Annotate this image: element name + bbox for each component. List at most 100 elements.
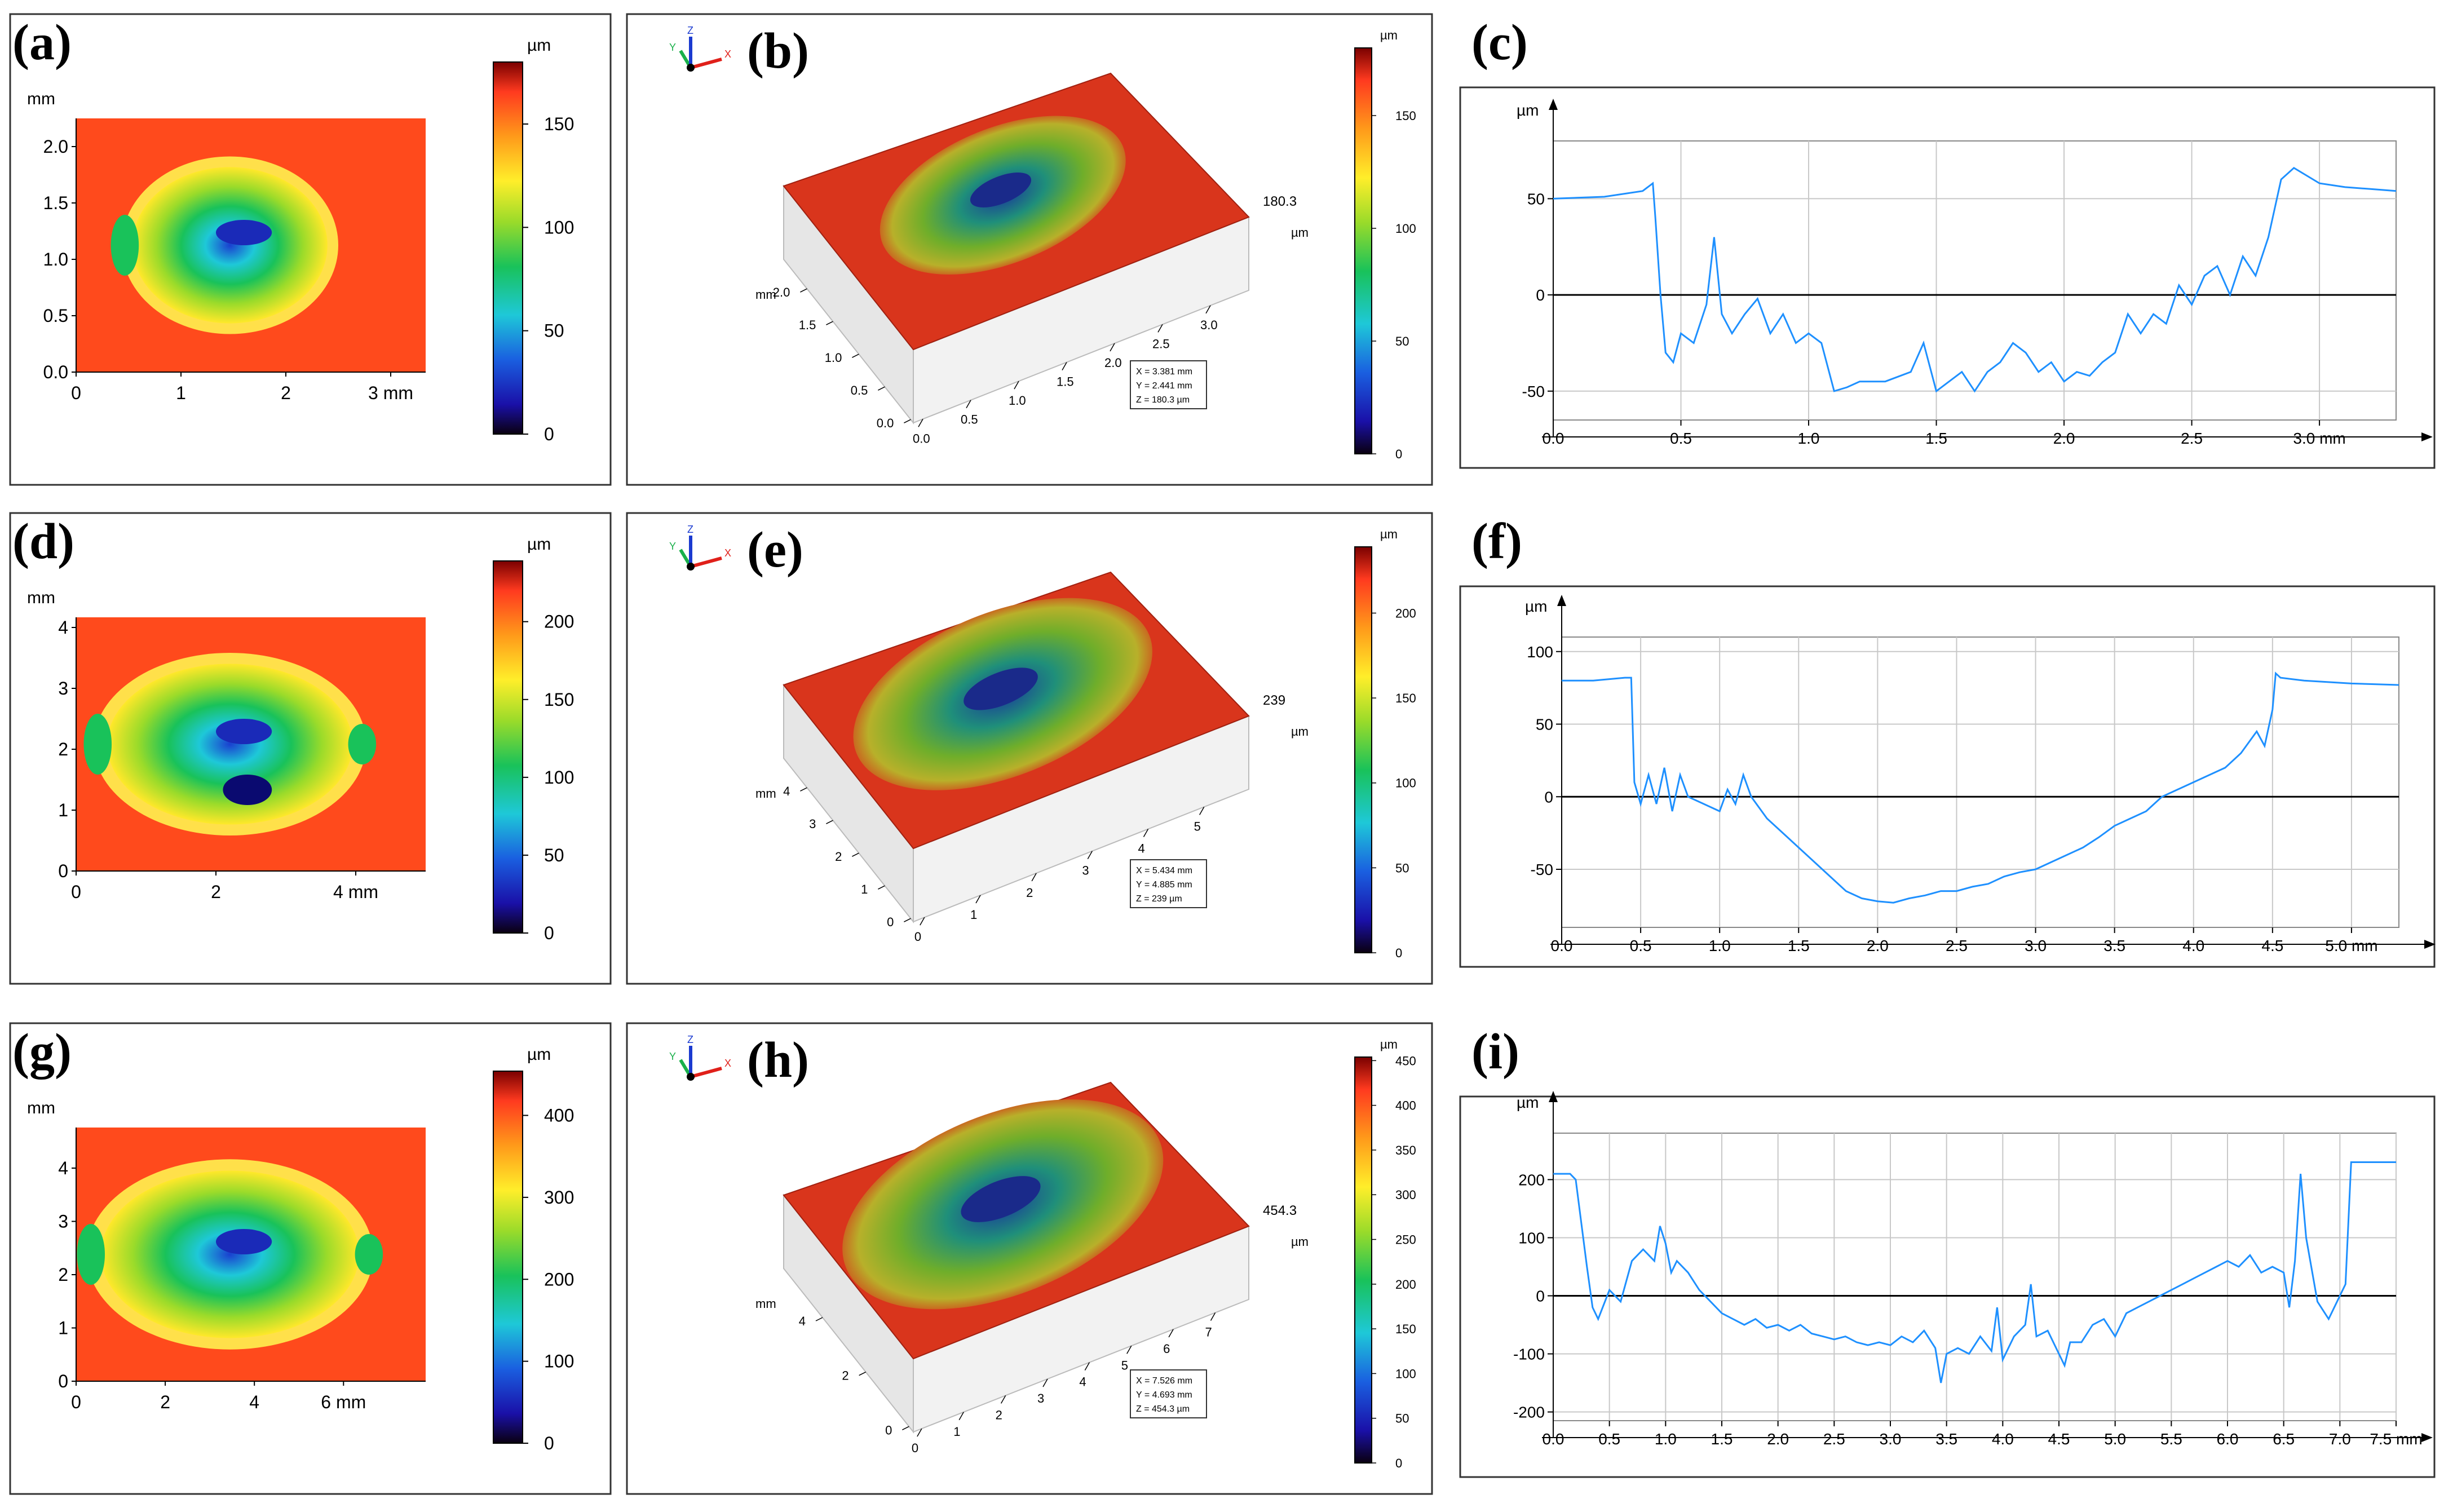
map-colorbar (493, 560, 523, 934)
profile-y-tick-label: 100 (1518, 1229, 1545, 1246)
profile-x-tick-label: 5.0 (2104, 1430, 2126, 1448)
view-colorbar-tick-label: 0 (1395, 1456, 1402, 1470)
map-x-tick-label: 2 (160, 1392, 170, 1412)
profile-x-tick-label: 1.5 (1711, 1430, 1733, 1448)
profile-x-tick-label: 2.5 (1946, 937, 1968, 954)
view-colorbar-tick-label: 100 (1395, 1367, 1416, 1381)
profile-x-tick-label: 2.5 (1823, 1430, 1845, 1448)
profile-y-unit: µm (1517, 101, 1539, 119)
profile-y-tick-label: 50 (1527, 190, 1545, 207)
profile-x-arrow-icon (2421, 432, 2433, 441)
map-colorbar-tick-label: 400 (544, 1106, 574, 1126)
triad-z-label: Z (687, 25, 693, 36)
profile-x-tick-label: 3.5 (1935, 1430, 1957, 1448)
view-colorbar (1354, 546, 1372, 953)
view-readout-line: Z = 180.3 µm (1136, 395, 1190, 405)
view-z-unit: µm (1291, 226, 1309, 240)
panel-label-profile: (i) (1471, 1024, 1519, 1080)
view-readout-line: X = 3.381 mm (1136, 367, 1192, 377)
map-colorbar-tick-label: 0 (544, 1433, 554, 1453)
view-x-tick (1143, 829, 1149, 837)
view-y-tick (904, 918, 911, 922)
view-y-unit: mm (755, 1297, 776, 1311)
view-readout-line: X = 5.434 mm (1136, 866, 1192, 876)
map-x-tick-label: 4 (249, 1392, 259, 1412)
profile-x-tick-label: 4.0 (1992, 1430, 2014, 1448)
view-readout-line: X = 7.526 mm (1136, 1376, 1192, 1386)
panel-label-profile: (c) (1471, 15, 1528, 70)
map-y-tick-label: 0.5 (43, 306, 68, 326)
view-x-tick-label: 0 (914, 930, 921, 944)
view-y-tick-label: 0 (885, 1423, 892, 1437)
map-lobe-left (111, 215, 139, 276)
view-x-tick (1110, 343, 1115, 352)
triad-origin-icon (687, 64, 695, 72)
triad-z-label: Z (687, 1034, 693, 1045)
view-y-tick-label: 0.0 (877, 416, 894, 430)
triad-x-icon (690, 556, 722, 568)
profile-x-tick-label: 6.5 (2273, 1430, 2295, 1448)
view-x-tick (920, 917, 925, 926)
profile-x-tick-label: 1.5 (1925, 430, 1947, 447)
view-colorbar-tick-label: 100 (1395, 776, 1416, 790)
profile-y-tick-label: -100 (1513, 1346, 1545, 1363)
view-colorbar-tick-label: 150 (1395, 1322, 1416, 1336)
profile-y-tick-label: 200 (1518, 1171, 1545, 1188)
map-y-tick-label: 4 (58, 617, 68, 638)
panel-label-map: (d) (12, 514, 74, 569)
view-z-max-label: 239 (1263, 693, 1285, 708)
profile-x-tick-label: 5.0 mm (2325, 937, 2377, 954)
view-readout-line: Z = 239 µm (1136, 894, 1182, 904)
profile-x-tick-label: 3.5 (2103, 937, 2125, 954)
view-x-tick-label: 3 (1082, 864, 1089, 878)
map-colorbar-tick-label: 50 (544, 845, 564, 865)
view-y-tick (852, 852, 859, 857)
view-y-tick (852, 353, 859, 358)
map-deep-spot (216, 220, 272, 245)
profile-y-arrow-icon (1549, 1091, 1558, 1102)
map-crater (107, 664, 353, 825)
profile-x-tick-label: 5.5 (2160, 1430, 2182, 1448)
profile-x-tick-label: 3.0 (1880, 1430, 1902, 1448)
map-crater (101, 1170, 359, 1338)
view-y-tick-label: 1.5 (799, 318, 816, 332)
map-colorbar-unit: µm (527, 1045, 551, 1064)
profile-x-tick-label: 2.0 (1867, 937, 1889, 954)
map-y-tick-label: 0 (58, 861, 68, 881)
view-x-tick-label: 2.0 (1104, 356, 1122, 370)
profile-x-tick-label: 0.5 (1598, 1430, 1620, 1448)
view-x-tick (1210, 1312, 1216, 1321)
view-crater-deep (964, 667, 1038, 710)
view-colorbar-tick-label: 0 (1395, 946, 1402, 960)
map-x-tick-label: 6 mm (321, 1392, 366, 1412)
view-x-tick-label: 3.0 (1200, 318, 1218, 332)
view-colorbar-tick-label: 100 (1395, 222, 1416, 236)
view-x-tick (1087, 851, 1093, 860)
profile-x-tick-label: 2.0 (1767, 1430, 1789, 1448)
profile-x-tick-label: 3.0 (2025, 937, 2047, 954)
profile-x-tick-label: 1.0 (1655, 1430, 1677, 1448)
view-z-max-label: 454.3 (1263, 1203, 1297, 1218)
map-x-tick-label: 2 (281, 383, 291, 403)
panel-label-map: (a) (12, 15, 72, 70)
view-x-tick-label: 1 (970, 908, 977, 922)
view-y-tick-label: 2 (835, 850, 842, 864)
view-x-tick-label: 4 (1138, 842, 1145, 856)
view-x-tick-label: 1.5 (1057, 375, 1074, 389)
view-y-unit: mm (755, 288, 776, 302)
profile-y-tick-label: 100 (1527, 643, 1553, 661)
profile-plot-area (1553, 140, 2397, 421)
view-x-tick (1205, 305, 1211, 314)
view-x-tick-label: 2 (996, 1408, 1002, 1422)
view-y-tick-label: 0.5 (851, 383, 868, 397)
profile-x-tick-label: 7.5 mm (2370, 1430, 2422, 1448)
map-y-unit: mm (27, 90, 55, 108)
view-colorbar-tick-label: 200 (1395, 606, 1416, 620)
view-x-tick (1084, 1362, 1090, 1370)
view-y-tick (800, 288, 807, 293)
view-y-tick-label: 2.0 (773, 285, 790, 299)
map-colorbar-tick-label: 100 (544, 217, 574, 237)
view-x-tick (1199, 806, 1205, 815)
